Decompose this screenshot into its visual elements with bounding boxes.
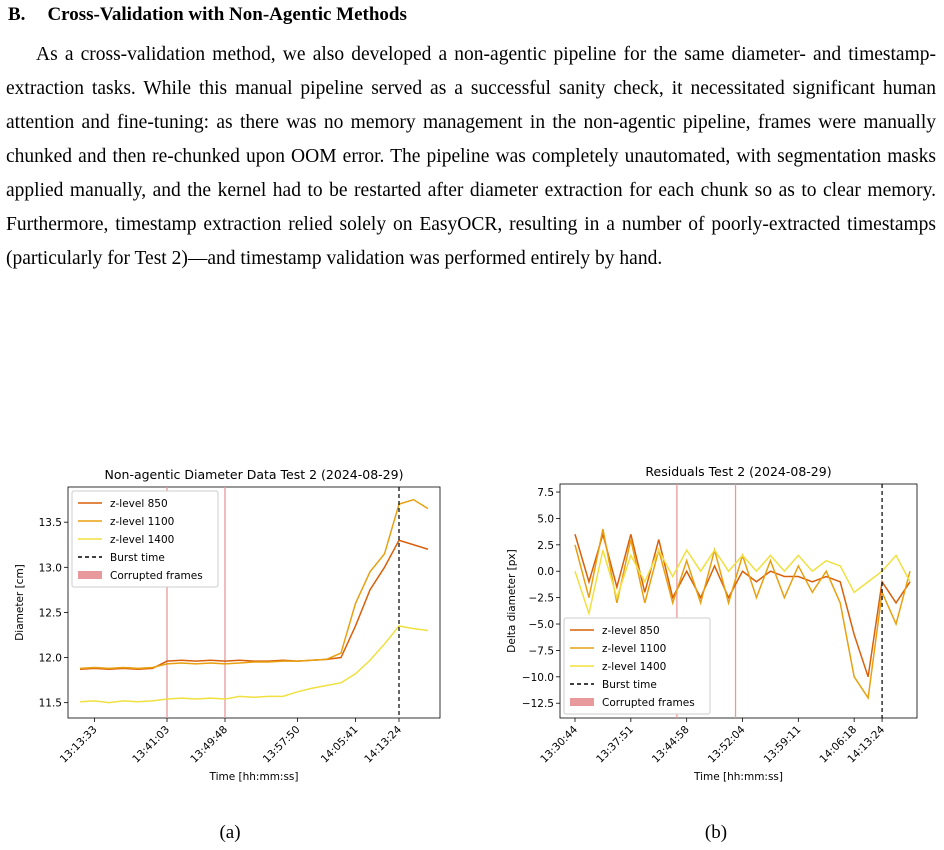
x-tick-label: 14:05:41 <box>319 724 361 766</box>
y-tick-label: −12.5 <box>522 698 554 710</box>
x-tick-label: 13:37:51 <box>594 724 636 766</box>
section-number: B. <box>8 4 26 25</box>
x-tick-label: 13:52:04 <box>706 723 748 765</box>
series-line <box>574 531 911 678</box>
x-tick-label: 13:44:58 <box>650 724 692 766</box>
y-tick-label: 0.0 <box>537 566 554 578</box>
chart-title: Non-agentic Diameter Data Test 2 (2024-0… <box>105 467 404 482</box>
y-tick-label: 2.5 <box>537 540 554 552</box>
x-tick-label: 13:49:48 <box>188 724 230 766</box>
x-tick-label: 13:13:33 <box>58 724 100 766</box>
legend-label: Corrupted frames <box>110 570 203 582</box>
legend-label: Burst time <box>602 679 657 691</box>
y-tick-label: 13.5 <box>39 517 62 529</box>
y-tick-label: 12.5 <box>39 607 62 619</box>
y-tick-label: 13.0 <box>39 562 62 574</box>
y-tick-label: 5.0 <box>537 513 554 525</box>
x-tick-label: 13:59:11 <box>762 724 804 766</box>
legend-label: z-level 850 <box>602 625 660 637</box>
y-tick-label: −10.0 <box>522 672 554 684</box>
legend-box <box>71 490 219 588</box>
paragraph: As a cross-validation method, we also de… <box>6 44 936 269</box>
legend-swatch <box>570 698 594 706</box>
y-tick-label: 11.5 <box>39 698 62 710</box>
x-axis-label: Time [hh:mm:ss] <box>693 771 783 783</box>
series-line <box>79 539 429 671</box>
figure-caption: (b) <box>705 822 727 843</box>
y-tick-label: −5.0 <box>529 619 555 631</box>
legend-label: Corrupted frames <box>602 697 695 709</box>
legend-label: z-level 1100 <box>110 516 174 528</box>
series-line <box>79 498 429 670</box>
series-line <box>79 625 429 704</box>
legend-box <box>563 617 711 715</box>
x-tick-label: 13:41:03 <box>130 724 172 766</box>
legend-label: z-level 1400 <box>602 661 666 673</box>
legend-label: z-level 1400 <box>110 534 174 546</box>
legend-label: z-level 850 <box>110 498 168 510</box>
x-tick-label: 14:13:24 <box>362 723 404 765</box>
legend-label: Burst time <box>110 552 165 564</box>
y-axis-label: Diameter [cm] <box>14 564 26 641</box>
y-tick-label: −7.5 <box>529 645 555 657</box>
chart-title: Residuals Test 2 (2024-08-29) <box>645 464 831 479</box>
legend-label: z-level 1100 <box>602 643 666 655</box>
y-tick-label: 7.5 <box>537 487 554 499</box>
series-line <box>574 548 911 617</box>
x-tick-label: 13:30:44 <box>538 723 580 765</box>
legend-swatch <box>78 571 102 579</box>
y-tick-label: 12.0 <box>39 653 62 665</box>
y-axis-label: Delta diameter [px] <box>506 549 518 652</box>
y-tick-label: −2.5 <box>529 593 555 605</box>
x-axis-label: Time [hh:mm:ss] <box>208 771 298 783</box>
plot-frame <box>559 483 918 719</box>
plot-frame <box>67 486 441 719</box>
section-heading: B. Cross-Validation with Non-Agentic Meth… <box>8 4 407 26</box>
x-tick-label: 13:57:50 <box>261 724 303 766</box>
section-title: Cross-Validation with Non-Agentic Method… <box>47 4 407 25</box>
figure-caption: (a) <box>219 822 240 843</box>
